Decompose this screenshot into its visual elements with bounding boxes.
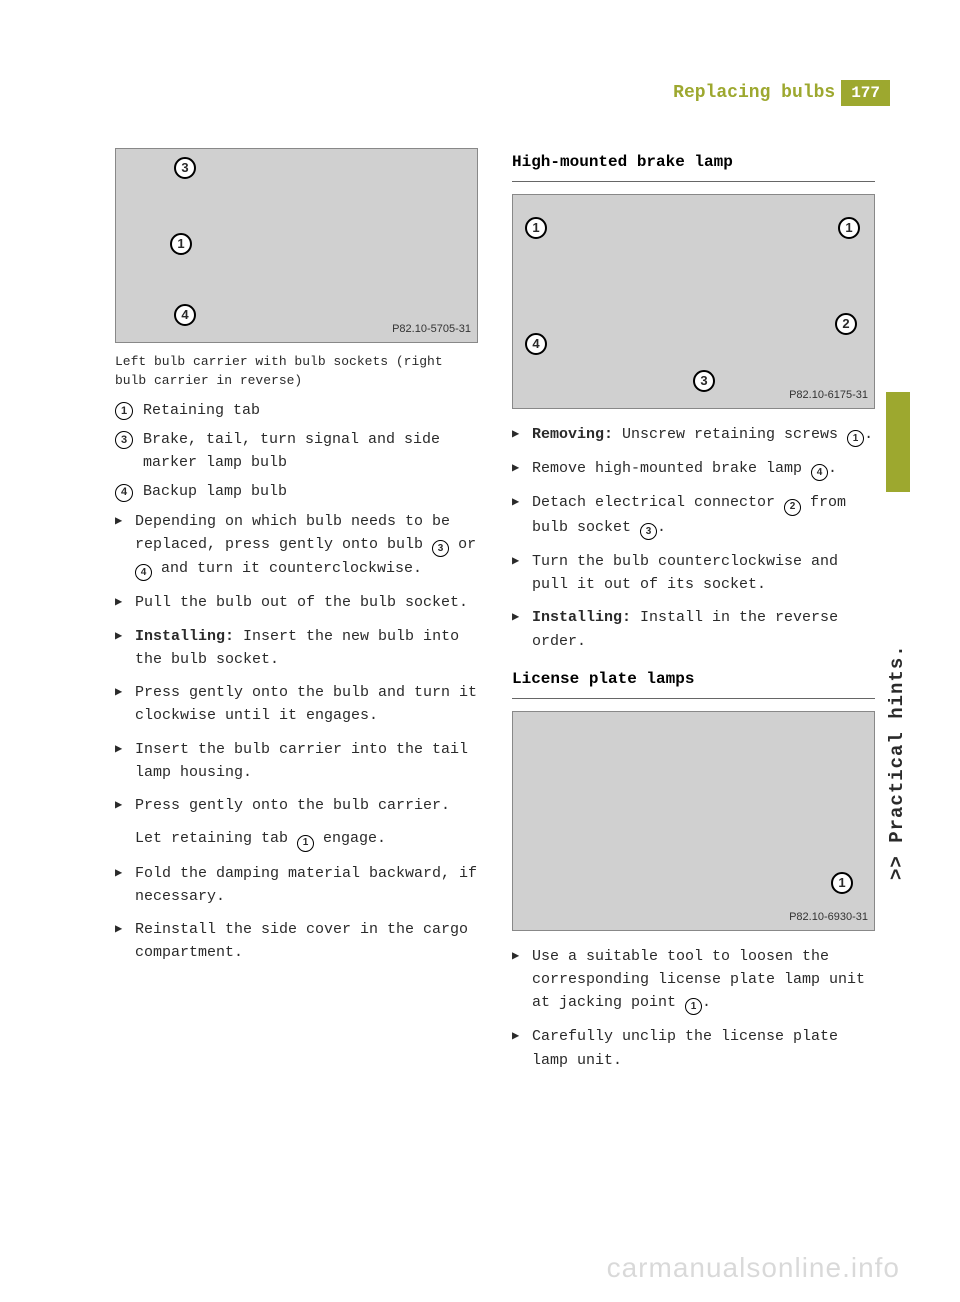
step-marker-icon: ▶ — [115, 738, 135, 785]
def-text: Backup lamp bulb — [143, 480, 478, 503]
content-columns: P82.10-5705-31 3 1 4 Left bulb carrier wit… — [115, 148, 875, 1082]
figure-label: P82.10-6930-31 — [789, 909, 868, 926]
section-title-license-plate: License plate lamps — [512, 667, 875, 692]
instruction-step: ▶ Carefully unclip the license plate lam… — [512, 1025, 875, 1072]
step-text: Detach electrical connector 2 from bulb … — [532, 491, 875, 540]
step-marker-icon: ▶ — [512, 606, 532, 653]
instruction-step: ▶ Installing: Insert the new bulb into t… — [115, 625, 478, 672]
figure-caption: Left bulb carrier with bulb sockets (rig… — [115, 353, 478, 391]
manual-page: Replacing bulbs 177 >> Practical hints. … — [0, 0, 960, 1302]
page-number: 177 — [841, 80, 890, 106]
step-marker-icon: ▶ — [115, 625, 135, 672]
step-marker-icon: ▶ — [115, 862, 135, 909]
step-text: Reinstall the side cover in the cargo co… — [135, 918, 478, 965]
step-marker-icon: ▶ — [512, 491, 532, 540]
callout-circle: 4 — [174, 304, 196, 326]
instruction-step: ▶ Pull the bulb out of the bulb socket. — [115, 591, 478, 614]
callout-circle: 4 — [525, 333, 547, 355]
right-column: High-mounted brake lamp P82.10-6175-31 1… — [512, 148, 875, 1082]
step-marker-icon: ▶ — [512, 423, 532, 447]
step-marker-icon: ▶ — [512, 1025, 532, 1072]
section-tab — [886, 392, 910, 492]
step-marker-icon: ▶ — [512, 550, 532, 597]
definition-row: 4 Backup lamp bulb — [115, 480, 478, 503]
step-text: Press gently onto the bulb carrier. — [135, 794, 478, 817]
instruction-step: ▶ Detach electrical connector 2 from bul… — [512, 491, 875, 540]
step-marker-icon: ▶ — [512, 945, 532, 1016]
step-text: Removing: Unscrew retaining screws 1. — [532, 423, 875, 447]
step-text: Pull the bulb out of the bulb socket. — [135, 591, 478, 614]
callout-circle: 2 — [835, 313, 857, 335]
instruction-step: ▶ Insert the bulb carrier into the tail … — [115, 738, 478, 785]
divider — [512, 181, 875, 182]
figure-bulb-carrier: P82.10-5705-31 3 1 4 — [115, 148, 478, 343]
figure-license-plate: P82.10-6930-31 1 — [512, 711, 875, 931]
section-title-brake-lamp: High-mounted brake lamp — [512, 150, 875, 175]
def-num: 3 — [115, 428, 143, 475]
instruction-step: ▶ Reinstall the side cover in the cargo … — [115, 918, 478, 965]
callout-circle: 1 — [525, 217, 547, 239]
step-text: Installing: Insert the new bulb into the… — [135, 625, 478, 672]
instruction-step: ▶ Remove high-mounted brake lamp 4. — [512, 457, 875, 481]
step-marker-icon: ▶ — [115, 591, 135, 614]
step-text: Depending on which bulb needs to be repl… — [135, 510, 478, 582]
step-text: Use a suitable tool to loosen the corres… — [532, 945, 875, 1016]
callout-circle: 1 — [838, 217, 860, 239]
step-text: Insert the bulb carrier into the tail la… — [135, 738, 478, 785]
callout-circle: 3 — [174, 157, 196, 179]
step-marker-icon: ▶ — [512, 457, 532, 481]
instruction-step: ▶ Depending on which bulb needs to be re… — [115, 510, 478, 582]
step-marker-icon: ▶ — [115, 794, 135, 817]
definition-row: 1 Retaining tab — [115, 399, 478, 422]
step-text: Turn the bulb counterclockwise and pull … — [532, 550, 875, 597]
instruction-step: ▶ Turn the bulb counterclockwise and pul… — [512, 550, 875, 597]
step-marker-icon: ▶ — [115, 918, 135, 965]
step-text: Fold the damping material backward, if n… — [135, 862, 478, 909]
instruction-step: ▶ Fold the damping material backward, if… — [115, 862, 478, 909]
figure-brake-lamp: P82.10-6175-31 1 1 4 2 3 — [512, 194, 875, 409]
instruction-step: ▶ Installing: Install in the reverse ord… — [512, 606, 875, 653]
instruction-step: ▶ Press gently onto the bulb carrier. — [115, 794, 478, 817]
step-text-continuation: Let retaining tab 1 engage. — [135, 827, 478, 851]
instruction-step: ▶ Removing: Unscrew retaining screws 1. — [512, 423, 875, 447]
callout-circle: 1 — [831, 872, 853, 894]
step-text: Carefully unclip the license plate lamp … — [532, 1025, 875, 1072]
def-num: 4 — [115, 480, 143, 503]
header-bar: Replacing bulbs 177 — [673, 80, 890, 106]
header-title: Replacing bulbs — [673, 83, 835, 103]
instruction-step: ▶ Use a suitable tool to loosen the corr… — [512, 945, 875, 1016]
figure-label: P82.10-6175-31 — [789, 387, 868, 404]
step-text: Remove high-mounted brake lamp 4. — [532, 457, 875, 481]
side-section-label: >> Practical hints. — [886, 500, 910, 880]
figure-label: P82.10-5705-31 — [392, 321, 471, 338]
step-marker-icon: ▶ — [115, 681, 135, 728]
callout-circle: 3 — [693, 370, 715, 392]
definition-row: 3 Brake, tail, turn signal and side mark… — [115, 428, 478, 475]
step-text: Press gently onto the bulb and turn it c… — [135, 681, 478, 728]
step-text: Installing: Install in the reverse order… — [532, 606, 875, 653]
left-column: P82.10-5705-31 3 1 4 Left bulb carrier wit… — [115, 148, 478, 1082]
def-num: 1 — [115, 399, 143, 422]
watermark: carmanualsonline.info — [607, 1252, 900, 1284]
def-text: Retaining tab — [143, 399, 478, 422]
callout-circle: 1 — [170, 233, 192, 255]
instruction-step: ▶ Press gently onto the bulb and turn it… — [115, 681, 478, 728]
def-text: Brake, tail, turn signal and side marker… — [143, 428, 478, 475]
divider — [512, 698, 875, 699]
step-marker-icon: ▶ — [115, 510, 135, 582]
